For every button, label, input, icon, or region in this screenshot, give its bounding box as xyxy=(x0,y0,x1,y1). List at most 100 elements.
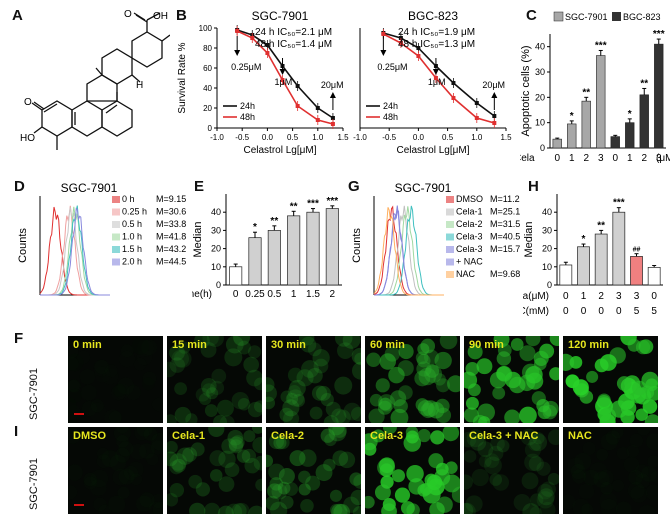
cell xyxy=(299,449,317,467)
cell xyxy=(350,407,361,422)
row2-value: 5 xyxy=(634,306,640,317)
cell xyxy=(119,351,136,368)
y-tick-label: 60 xyxy=(203,64,212,73)
cell xyxy=(598,407,617,423)
panel-label-a: A xyxy=(12,7,23,24)
annotation-label: 1μM xyxy=(275,77,293,87)
x-tick-label: 1 xyxy=(627,153,633,164)
cell xyxy=(368,408,385,423)
histogram-curve xyxy=(373,207,444,296)
cell xyxy=(390,390,407,407)
cell xyxy=(349,472,361,486)
cell xyxy=(320,392,334,407)
row1-value: 0 xyxy=(651,291,657,302)
cell xyxy=(269,501,288,514)
cell xyxy=(533,350,549,366)
cell xyxy=(484,456,502,475)
median-time-bar-chart: 0 10 20 30 40 Median 0 * 0.25 ** 0.5 ** 1 *** 1.5 *** 2 T… xyxy=(192,194,342,300)
x-tick-label: 0.5 xyxy=(287,133,299,142)
panel-label-h: H xyxy=(528,178,539,195)
cell xyxy=(528,437,542,452)
x-axis-label: Cela xyxy=(520,153,535,164)
bar xyxy=(581,100,591,149)
micrograph-timepoint: 60 min xyxy=(365,336,460,423)
legend-swatch xyxy=(612,12,621,21)
arrow-head xyxy=(380,50,387,56)
cell-field xyxy=(464,336,559,423)
cell xyxy=(646,385,658,401)
legend-label: 0.5 h xyxy=(122,219,142,229)
cell-field xyxy=(266,336,361,423)
cell xyxy=(524,441,541,459)
cell xyxy=(266,495,280,511)
structure-label: HO xyxy=(20,133,35,144)
cell xyxy=(435,407,452,423)
x-tick-label: 2 xyxy=(641,153,647,164)
legend-label: 24h xyxy=(240,101,255,111)
cell xyxy=(601,433,618,450)
cell xyxy=(169,344,185,361)
cell xyxy=(93,498,107,512)
micrograph-label: 0 min xyxy=(73,339,102,351)
cell xyxy=(142,377,155,390)
cell xyxy=(434,351,452,370)
x-tick-label: -1.0 xyxy=(210,133,224,142)
cell xyxy=(484,453,500,469)
legend-swatch xyxy=(446,208,454,216)
cell xyxy=(219,415,235,423)
median-label: M=30.6 xyxy=(156,207,186,217)
bar xyxy=(612,211,626,286)
median-label: M=25.1 xyxy=(490,207,520,217)
cell xyxy=(416,361,432,377)
legend-swatch xyxy=(446,221,454,228)
cell xyxy=(282,399,300,417)
cell xyxy=(447,375,460,393)
cell xyxy=(209,469,223,482)
significance-label: * xyxy=(253,222,257,233)
cell xyxy=(519,406,537,423)
cell xyxy=(81,385,97,401)
micrograph-label: NAC xyxy=(568,430,592,442)
cell xyxy=(190,442,205,457)
cell-field xyxy=(266,427,361,514)
cell xyxy=(243,356,260,373)
row1-value: 2 xyxy=(598,291,604,302)
cell xyxy=(414,370,431,387)
micrograph-timepoint: 15 min xyxy=(167,336,262,423)
legend-swatch xyxy=(446,246,454,253)
significance-label: *** xyxy=(595,40,607,51)
legend-label: Cela-1 xyxy=(456,207,483,217)
legend-swatch xyxy=(112,208,120,216)
panel-label-i: I xyxy=(14,423,19,440)
cell xyxy=(470,434,487,451)
cell xyxy=(194,336,210,349)
cell xyxy=(233,336,251,346)
cell xyxy=(436,378,451,393)
cell xyxy=(522,503,540,514)
cell xyxy=(269,477,284,491)
cell xyxy=(375,378,390,393)
panel-label-b: B xyxy=(176,7,187,24)
bar xyxy=(287,215,301,286)
cell xyxy=(218,450,236,469)
panel-label-d: D xyxy=(14,178,25,195)
cell xyxy=(278,468,295,485)
x-tick-label: 0 xyxy=(612,153,618,164)
survival-chart-sgc7901: SGC-7901 0 20 40 60 80 100 -1.0 -0.5 0.0 0.5 1.0 1.5… xyxy=(177,9,349,156)
micrograph-treatment: Cela-2 xyxy=(266,427,361,514)
cell xyxy=(279,407,294,422)
cell xyxy=(68,464,83,480)
cell xyxy=(324,433,337,447)
micrograph-label: Cela-3 xyxy=(370,430,404,442)
cell xyxy=(490,436,505,452)
cell xyxy=(152,398,163,411)
x-tick-label: -1.0 xyxy=(353,133,367,142)
cell xyxy=(464,474,473,490)
cell xyxy=(167,451,178,467)
cell xyxy=(492,386,506,400)
cell xyxy=(267,483,283,499)
cell xyxy=(271,483,288,500)
ic50-label: 24 h IC₅₀=1.9 μM xyxy=(398,27,475,38)
cell xyxy=(529,433,548,452)
cell xyxy=(329,489,343,502)
